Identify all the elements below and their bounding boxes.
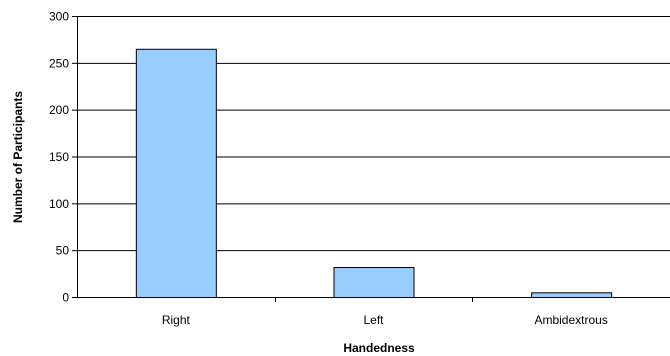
bar-ambidextrous — [531, 292, 613, 299]
y-tick-label: 200 — [49, 103, 69, 117]
y-tick-label: 0 — [62, 291, 69, 305]
x-axis-ticks: Right Left Ambidextrous — [162, 297, 608, 327]
bars — [135, 48, 613, 299]
x-tick-label: Left — [363, 313, 384, 327]
bar-right — [135, 48, 217, 298]
y-tick-label: 300 — [49, 10, 69, 24]
x-axis-title: Handedness — [343, 341, 415, 355]
y-tick-label: 250 — [49, 56, 69, 70]
axes — [77, 16, 670, 298]
y-tick-label: 50 — [56, 244, 70, 258]
y-axis-title: Number of Participants — [11, 91, 25, 223]
y-axis-ticks: 0 50 100 150 200 250 300 — [49, 10, 77, 305]
bar-left — [333, 267, 415, 299]
x-tick-label: Ambidextrous — [534, 313, 607, 327]
y-tick-label: 150 — [49, 150, 69, 164]
y-tick-label: 100 — [49, 197, 69, 211]
x-tick-label: Right — [162, 313, 191, 327]
